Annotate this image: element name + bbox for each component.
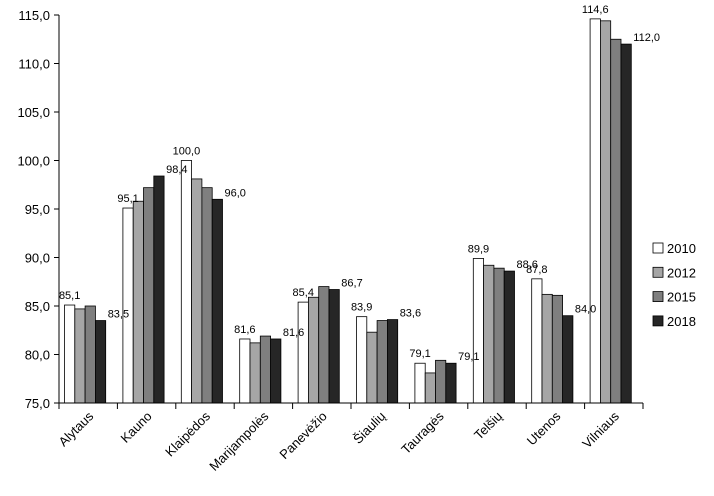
bar-2010-9: [589, 18, 601, 404]
data-label: 98,4: [166, 164, 187, 176]
data-label: 79,1: [409, 348, 430, 360]
bar-2015-4: [318, 286, 330, 404]
data-label: 83,6: [400, 308, 421, 320]
bar-2012-7: [483, 264, 495, 404]
bar-2018-9: [620, 43, 632, 404]
bar-2010-6: [414, 362, 426, 404]
bar-2018-6: [445, 362, 457, 404]
y-tick-label: 110,0: [18, 57, 50, 72]
y-tick-label: 95,0: [25, 202, 50, 217]
bar-2018-0: [95, 320, 107, 404]
data-labels: 85,1 83,5 95,1 98,4 100,0 96,0 81,6 81,6 85,4 86,…: [59, 4, 660, 363]
data-label: 87,8: [526, 264, 547, 276]
legend-swatch-2010: [652, 242, 664, 254]
legend-label-2012: 2012: [667, 265, 696, 280]
data-label: 89,9: [468, 243, 489, 255]
bar-2012-1: [132, 200, 144, 404]
data-label: 86,7: [341, 278, 362, 290]
bar-2015-6: [435, 359, 447, 404]
y-tick-label: 100,0: [17, 154, 50, 169]
bar-2010-2: [180, 160, 193, 404]
data-label: 79,1: [458, 351, 479, 363]
bar-2015-7: [493, 267, 505, 404]
bar-2010-1: [122, 207, 134, 404]
x-category-label: Telšių: [471, 409, 505, 443]
bar-2015-0: [84, 305, 96, 404]
legend-swatch-2012: [652, 266, 664, 278]
bar-2012-0: [74, 308, 86, 404]
data-label: 95,1: [117, 193, 138, 205]
data-label: 85,4: [293, 287, 314, 299]
bar-2015-5: [376, 320, 388, 404]
bar-2012-8: [541, 293, 553, 404]
x-category-label: Kauno: [118, 409, 155, 446]
y-tick-label: 85,0: [25, 299, 50, 314]
legend-label-2010: 2010: [667, 241, 696, 256]
bar-2018-3: [270, 338, 282, 404]
bar-2010-8: [531, 278, 543, 404]
bar-2018-5: [386, 319, 399, 404]
bar-2015-8: [551, 294, 563, 404]
legend: 2010 2012 2015 2018: [652, 241, 696, 329]
bar-2012-6: [424, 372, 436, 404]
data-label: 81,6: [234, 324, 255, 336]
y-axis: 75,0 80,0 85,0 90,0 95,0 100,0 105,0 110,0 115,0: [17, 8, 60, 411]
bar-2012-9: [600, 20, 612, 404]
x-category-label: Vilniaus: [579, 408, 622, 451]
x-category-label: Klaipėdos: [162, 408, 213, 459]
bar-2018-1: [153, 175, 165, 404]
y-tick-label: 105,0: [17, 105, 50, 120]
data-label: 85,1: [59, 290, 80, 302]
bar-2012-3: [249, 342, 261, 404]
y-tick-label: 75,0: [25, 396, 50, 411]
bar-2010-4: [297, 301, 309, 404]
y-tick-label: 80,0: [25, 348, 50, 363]
x-category-label: Utenos: [524, 408, 564, 448]
bar-2015-2: [201, 187, 213, 404]
data-label: 88,6: [517, 259, 538, 271]
legend-swatch-2015: [652, 291, 664, 303]
x-category-label: Alytaus: [56, 408, 97, 449]
x-category-label: Marijampolės: [206, 408, 272, 474]
legend-label-2018: 2018: [667, 314, 696, 329]
data-label: 83,9: [351, 302, 372, 314]
data-label: 114,6: [582, 4, 609, 16]
bar-2018-7: [503, 270, 515, 404]
data-label: 100,0: [173, 146, 201, 158]
y-tick-label: 90,0: [25, 251, 50, 266]
x-category-label: Tauragės: [398, 408, 447, 457]
bar-2010-7: [472, 258, 484, 404]
bar-2018-4: [328, 289, 340, 404]
x-category-label: Panevėžio: [276, 409, 330, 463]
data-label: 84,0: [575, 304, 596, 316]
y-tick-label: 115,0: [18, 8, 50, 23]
bar-2015-3: [259, 335, 271, 404]
data-label: 81,6: [283, 327, 304, 339]
bar-2018-2: [211, 198, 223, 404]
bar-2010-3: [239, 338, 251, 404]
bars: [64, 18, 632, 404]
bar-2018-8: [562, 315, 574, 404]
bar-2012-4: [307, 296, 320, 404]
data-label: 112,0: [633, 32, 660, 44]
legend-swatch-2018: [652, 315, 664, 327]
bar-2010-0: [64, 304, 76, 404]
bar-2015-1: [143, 187, 155, 404]
x-category-label: Šiaulių: [350, 409, 388, 447]
bar-2010-5: [356, 316, 368, 404]
data-label: 83,5: [108, 309, 129, 321]
bar-2015-9: [610, 38, 622, 404]
data-label: 96,0: [225, 187, 246, 199]
bar-2012-5: [366, 331, 378, 404]
legend-label-2015: 2015: [667, 290, 696, 305]
bar-2012-2: [191, 178, 203, 404]
